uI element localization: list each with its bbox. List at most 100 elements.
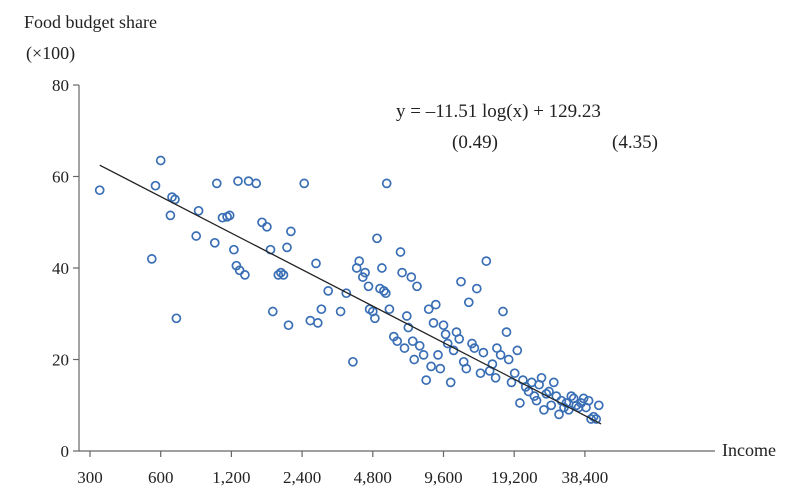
x-tick-label: 1,200 xyxy=(212,468,250,487)
data-point xyxy=(583,395,594,406)
data-point xyxy=(454,334,465,344)
data-point xyxy=(354,256,365,266)
y-axis-title-line1: Food budget share xyxy=(24,12,157,32)
data-point xyxy=(578,393,589,404)
data-point xyxy=(372,233,382,244)
x-tick-label: 600 xyxy=(148,468,174,487)
data-point xyxy=(523,386,534,397)
data-point xyxy=(401,311,412,321)
regression-annotation: y = –11.51 log(x) + 129.23 (0.49) (4.35) xyxy=(396,101,658,153)
data-point xyxy=(403,322,414,333)
data-point xyxy=(544,386,554,397)
data-point xyxy=(191,231,202,241)
data-point xyxy=(257,217,267,228)
data-point xyxy=(554,409,564,420)
data-point xyxy=(381,178,392,189)
data-point xyxy=(461,363,472,374)
data-point xyxy=(412,281,422,292)
data-point xyxy=(471,283,482,294)
data-point xyxy=(283,320,294,331)
data-point xyxy=(531,395,542,406)
data-point xyxy=(379,286,389,296)
data-point xyxy=(155,155,166,166)
data-point xyxy=(498,306,508,317)
x-tick-label: 4,800 xyxy=(354,468,392,487)
slope-standard-error: (0.49) xyxy=(452,132,498,153)
data-point xyxy=(384,304,395,315)
data-point xyxy=(478,347,489,358)
data-point xyxy=(414,340,425,351)
data-point xyxy=(240,270,250,280)
data-point xyxy=(273,270,284,280)
x-tick-label: 38,400 xyxy=(562,468,609,487)
data-point xyxy=(395,247,406,257)
y-tick-label: 0 xyxy=(61,442,70,461)
data-point xyxy=(360,267,370,278)
data-point xyxy=(193,205,204,216)
data-point xyxy=(262,221,272,232)
data-point xyxy=(282,242,292,253)
data-point xyxy=(539,404,549,415)
data-point xyxy=(278,270,289,280)
data-point xyxy=(512,345,523,356)
data-point xyxy=(463,297,474,308)
data-point xyxy=(571,400,582,411)
data-point xyxy=(380,288,391,299)
data-point xyxy=(229,244,239,255)
data-point xyxy=(490,372,501,383)
data-point xyxy=(224,210,235,221)
y-tick-label: 20 xyxy=(52,351,69,370)
data-point xyxy=(515,398,525,408)
regression-equation: y = –11.51 log(x) + 129.23 xyxy=(396,101,601,122)
y-tick-label: 40 xyxy=(52,259,69,278)
data-point xyxy=(509,368,520,379)
data-point xyxy=(421,375,432,385)
regression-line xyxy=(99,164,602,425)
data-point xyxy=(428,318,439,328)
data-point xyxy=(377,263,387,273)
data-point xyxy=(438,320,449,331)
data-point xyxy=(363,281,374,292)
data-points xyxy=(94,155,604,424)
y-tick-label: 80 xyxy=(52,76,69,95)
data-point xyxy=(475,368,486,379)
data-point xyxy=(407,336,418,347)
data-point xyxy=(397,267,407,278)
data-point xyxy=(251,178,262,189)
y-axis-title-line2: (×100) xyxy=(26,43,75,64)
data-point xyxy=(276,267,286,278)
data-point xyxy=(501,327,512,337)
data-point xyxy=(469,343,480,353)
data-point xyxy=(481,256,492,266)
data-point xyxy=(566,391,577,401)
x-axis-ticks: 300 600 1,200 2,400 4,800 9,600 19,200 38,400 xyxy=(77,451,608,487)
data-point xyxy=(211,178,222,189)
x-tick-label: 9,600 xyxy=(424,468,462,487)
data-point xyxy=(548,377,559,388)
data-point xyxy=(286,226,296,237)
data-point xyxy=(536,372,547,383)
data-point xyxy=(409,354,420,365)
y-tick-label: 60 xyxy=(52,168,69,187)
data-point xyxy=(426,361,436,372)
data-point xyxy=(442,338,453,349)
data-point xyxy=(418,350,429,360)
data-point xyxy=(323,286,334,296)
data-point xyxy=(435,363,446,374)
x-tick-label: 2,400 xyxy=(283,468,321,487)
data-point xyxy=(171,313,182,324)
x-axis-title: Income xyxy=(722,440,776,460)
data-point xyxy=(312,318,323,328)
data-point xyxy=(423,304,434,315)
data-point xyxy=(316,304,327,315)
data-point xyxy=(209,237,220,248)
data-point xyxy=(529,391,540,401)
data-point xyxy=(433,350,443,360)
data-point xyxy=(456,276,466,287)
y-axis-ticks: 0 20 40 60 80 xyxy=(52,76,79,461)
data-point xyxy=(440,329,451,340)
data-point xyxy=(392,336,403,347)
data-point xyxy=(341,288,352,299)
data-point xyxy=(430,299,441,310)
